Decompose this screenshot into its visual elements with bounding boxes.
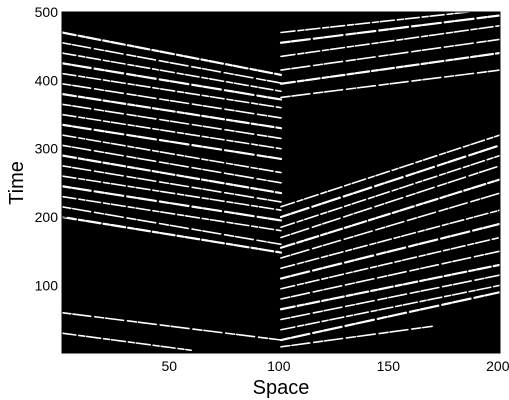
x-tick-label: 200 bbox=[486, 358, 509, 374]
streak-mark bbox=[280, 284, 500, 331]
x-tick-label: 150 bbox=[377, 358, 401, 374]
streak-mark bbox=[280, 164, 500, 239]
streak-mark bbox=[62, 72, 282, 109]
streak-mark bbox=[280, 24, 500, 58]
streak-mark bbox=[62, 215, 283, 254]
y-tick-label: 500 bbox=[35, 4, 59, 20]
streak-mark bbox=[62, 164, 282, 203]
streaks-layer bbox=[62, 12, 500, 352]
streak-mark bbox=[280, 192, 500, 259]
y-tick-label: 100 bbox=[35, 277, 59, 293]
streak-mark bbox=[280, 274, 500, 321]
streak-mark bbox=[62, 144, 282, 184]
streak-mark bbox=[62, 154, 283, 195]
streak-mark bbox=[62, 195, 282, 232]
streak-mark bbox=[62, 92, 283, 130]
streak-mark bbox=[62, 175, 282, 211]
streak-mark bbox=[62, 332, 193, 352]
plot-frame bbox=[61, 11, 501, 354]
x-axis-label: Space bbox=[253, 377, 310, 399]
streak-mark bbox=[280, 250, 500, 300]
streak-mark bbox=[279, 222, 500, 280]
y-tick-label: 200 bbox=[35, 209, 59, 225]
streak-mark bbox=[62, 134, 282, 174]
x-axis-ticks: 50 100 150 200 bbox=[162, 348, 509, 374]
streak-mark bbox=[280, 325, 433, 348]
streak-mark bbox=[279, 51, 500, 85]
streak-mark bbox=[62, 52, 282, 93]
streak-mark bbox=[280, 69, 500, 99]
streak-mark bbox=[280, 38, 500, 71]
streak-mark bbox=[62, 41, 282, 84]
streak-mark bbox=[62, 113, 282, 150]
streak-mark bbox=[280, 154, 500, 229]
y-tick-label: 400 bbox=[35, 72, 59, 88]
streak-mark bbox=[62, 123, 283, 161]
streak-mark bbox=[279, 144, 500, 219]
x-tick-label: 50 bbox=[162, 358, 178, 374]
streak-mark bbox=[280, 236, 500, 290]
streak-mark bbox=[279, 291, 500, 342]
streak-mark bbox=[62, 62, 283, 101]
streak-mark bbox=[62, 31, 283, 76]
streak-mark bbox=[280, 209, 500, 270]
x-tick-label: 100 bbox=[267, 358, 291, 374]
streak-mark bbox=[279, 14, 500, 44]
y-axis-ticks: 100 200 300 400 500 bbox=[35, 4, 67, 293]
streak-mark bbox=[62, 103, 282, 140]
streak-mark bbox=[280, 12, 477, 34]
streak-mark bbox=[62, 205, 282, 246]
streak-mark bbox=[62, 311, 282, 341]
y-tick-label: 300 bbox=[35, 141, 59, 157]
y-axis-label: Time bbox=[6, 161, 28, 205]
streak-mark bbox=[279, 178, 500, 249]
streak-mark bbox=[62, 82, 282, 119]
streak-mark bbox=[62, 185, 283, 222]
streak-mark bbox=[279, 263, 500, 311]
streak-mark bbox=[280, 134, 500, 208]
